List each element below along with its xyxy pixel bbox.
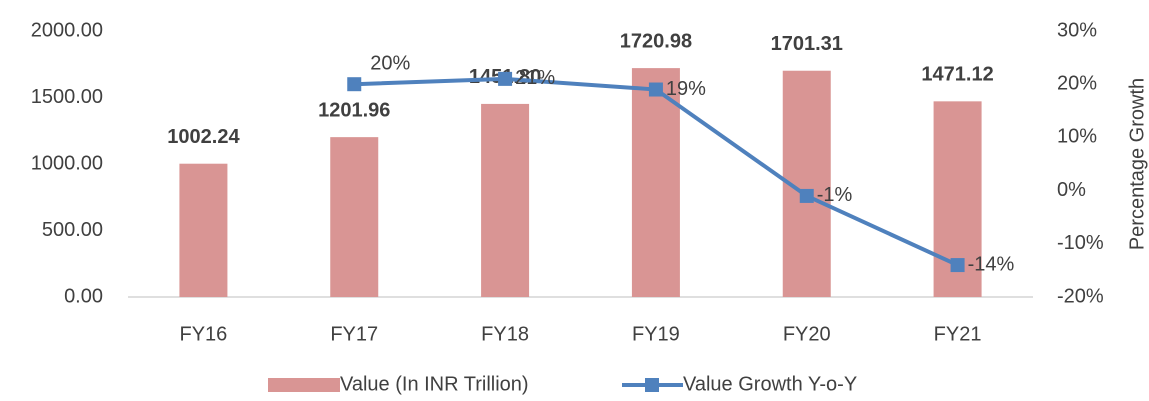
bar: [330, 137, 379, 297]
line-value-label: 21%: [515, 67, 555, 89]
bar: [481, 103, 530, 297]
y2-axis-label: Percentage Growth: [1126, 78, 1148, 250]
line-marker: [648, 82, 663, 97]
y-tick-label: 2000.00: [31, 19, 103, 41]
x-tick-label: FY20: [783, 323, 831, 345]
y2-tick-label: -20%: [1057, 285, 1104, 307]
x-tick-label: FY19: [632, 323, 680, 345]
legend-swatch: [645, 378, 659, 392]
legend-label: Value (In INR Trillion): [340, 373, 529, 395]
bar-value-label: 1701.31: [771, 33, 843, 55]
x-tick-label: FY18: [481, 323, 529, 345]
x-tick-label: FY17: [330, 323, 378, 345]
y2-tick-label: 30%: [1057, 19, 1097, 41]
y-tick-label: 1500.00: [31, 86, 103, 108]
x-tick-label: FY21: [934, 323, 982, 345]
y2-tick-label: 10%: [1057, 126, 1097, 148]
line-value-label: -14%: [968, 253, 1015, 275]
bar-value-label: 1002.24: [167, 126, 240, 148]
y2-tick-label: 20%: [1057, 72, 1097, 94]
line-value-label: 20%: [370, 52, 410, 74]
line-marker: [799, 188, 814, 203]
legend-label: Value Growth Y-o-Y: [683, 373, 857, 395]
y2-tick-label: 0%: [1057, 179, 1086, 201]
y-tick-label: 0.00: [64, 285, 103, 307]
line-marker: [498, 71, 513, 86]
bar: [631, 68, 680, 298]
legend-swatch: [268, 378, 340, 392]
y2-tick-label: -10%: [1057, 232, 1104, 254]
line-marker: [347, 77, 362, 92]
y-tick-label: 500.00: [42, 219, 103, 241]
line-marker: [950, 258, 965, 273]
bar: [179, 163, 228, 297]
bar-value-label: 1471.12: [921, 64, 993, 86]
bar-value-label: 1720.98: [620, 30, 692, 52]
bar-value-label: 1201.96: [318, 99, 390, 121]
line-value-label: -1%: [817, 184, 853, 206]
y-tick-label: 1000.00: [31, 152, 103, 174]
x-tick-label: FY16: [180, 323, 228, 345]
line-value-label: 19%: [666, 78, 706, 100]
